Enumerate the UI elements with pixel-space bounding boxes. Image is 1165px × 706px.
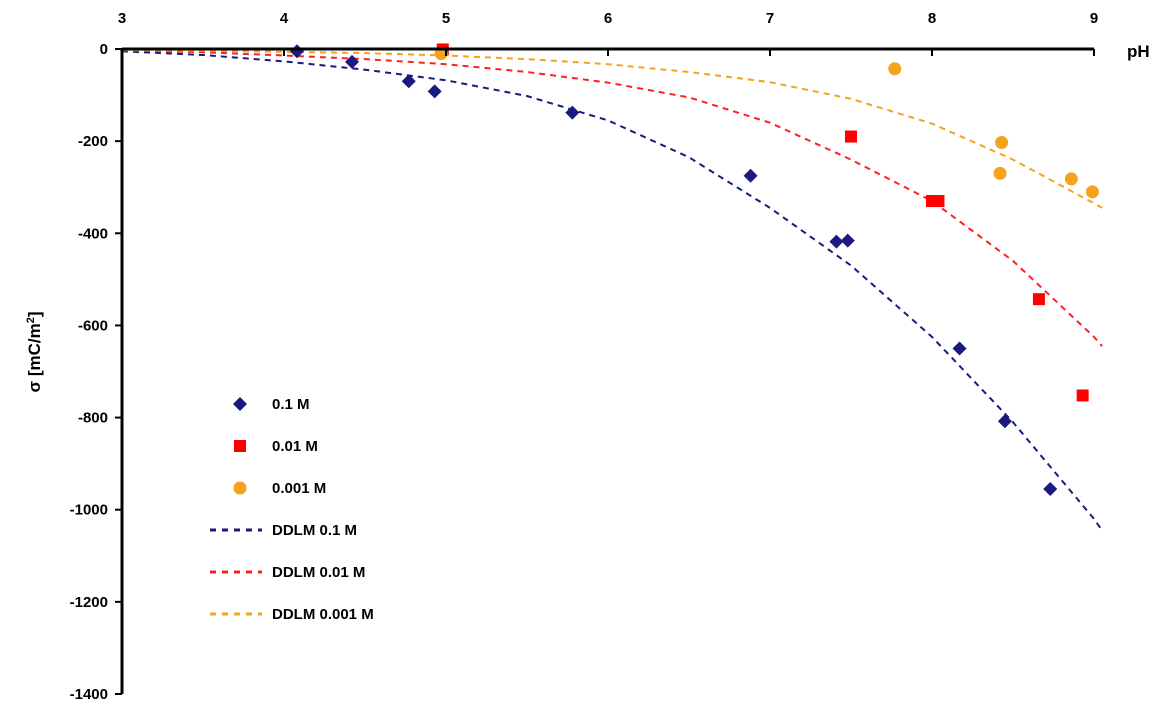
data-point-0-001-m [995, 136, 1009, 150]
data-point-0-1-m [1043, 481, 1058, 496]
data-point-0-001-m [993, 166, 1007, 180]
legend-item: 0.1 M [233, 396, 310, 413]
legend-label: DDLM 0.1 M [272, 522, 357, 539]
data-point-0-001-m [888, 62, 902, 76]
y-tick-label: -1200 [70, 594, 108, 611]
series-line-ddlm-0-1-m [121, 50, 1103, 531]
data-point-0-1-m [401, 74, 416, 89]
y-tick-label: -400 [78, 225, 108, 242]
x-tick-label: 4 [280, 10, 289, 27]
data-point-0-01-m [1076, 389, 1089, 402]
legend-item: DDLM 0.001 M [210, 606, 374, 623]
x-tick-label: 7 [766, 10, 774, 27]
y-tick-label: -1000 [70, 502, 108, 519]
data-point-0-1-m [829, 234, 844, 249]
ticks-layer: 3 4 5 6 7 8 9 0 -200 -400 -600 -800 -1000 -1200 -1400 [70, 10, 1099, 703]
data-point-0-1-m [427, 84, 442, 99]
y-tick-label: -600 [78, 317, 108, 334]
data-point-0-1-m [345, 54, 360, 69]
x-tick-label: 3 [118, 10, 126, 27]
x-tick-label: 8 [928, 10, 936, 27]
x-tick-label: 9 [1090, 10, 1098, 27]
data-point-0-001-m [1085, 185, 1099, 199]
series-line-ddlm-0-001-m [121, 48, 1103, 209]
data-point-0-1-m [743, 168, 758, 183]
series-layer [121, 43, 1103, 531]
series-line-ddlm-0-01-m [121, 49, 1103, 347]
legend-label: DDLM 0.001 M [272, 606, 374, 623]
data-point-0-001-m [1064, 172, 1078, 186]
y-tick-label: 0 [100, 41, 108, 58]
legend-swatch [233, 481, 247, 495]
data-point-0-01-m [845, 130, 857, 143]
y-axis-title-sup: 2 [25, 317, 37, 323]
legend: 0.1 M 0.01 M 0.001 M DDLM 0.1 M DDLM 0.01 M D… [210, 396, 374, 623]
data-point-0-1-m [840, 233, 855, 248]
legend-item: DDLM 0.1 M [210, 522, 357, 539]
legend-item: 0.001 M [233, 480, 326, 497]
y-tick-label: -800 [78, 410, 108, 427]
legend-swatch [234, 440, 246, 452]
y-axis-title-end: ] [25, 311, 44, 317]
data-point-0-1-m [997, 414, 1012, 429]
y-axis-title: σ [mC/m2] [25, 311, 44, 392]
legend-label: 0.01 M [272, 438, 318, 455]
x-axis-title: pH [1127, 42, 1150, 61]
data-point-0-01-m [932, 195, 945, 208]
y-tick-label: -200 [78, 133, 108, 150]
y-axis-title-main: σ [mC/m [25, 323, 44, 392]
data-point-0-1-m [565, 105, 580, 120]
legend-swatch [233, 397, 247, 411]
legend-label: DDLM 0.01 M [272, 564, 365, 581]
legend-item: DDLM 0.01 M [210, 564, 365, 581]
legend-label: 0.001 M [272, 480, 326, 497]
x-tick-label: 5 [442, 10, 450, 27]
y-tick-label: -1400 [70, 686, 108, 703]
x-tick-label: 6 [604, 10, 612, 27]
legend-label: 0.1 M [272, 396, 310, 413]
data-point-0-1-m [952, 341, 967, 356]
data-point-0-01-m [1032, 293, 1045, 306]
legend-item: 0.01 M [234, 438, 318, 455]
axes-layer [120, 47, 1094, 694]
